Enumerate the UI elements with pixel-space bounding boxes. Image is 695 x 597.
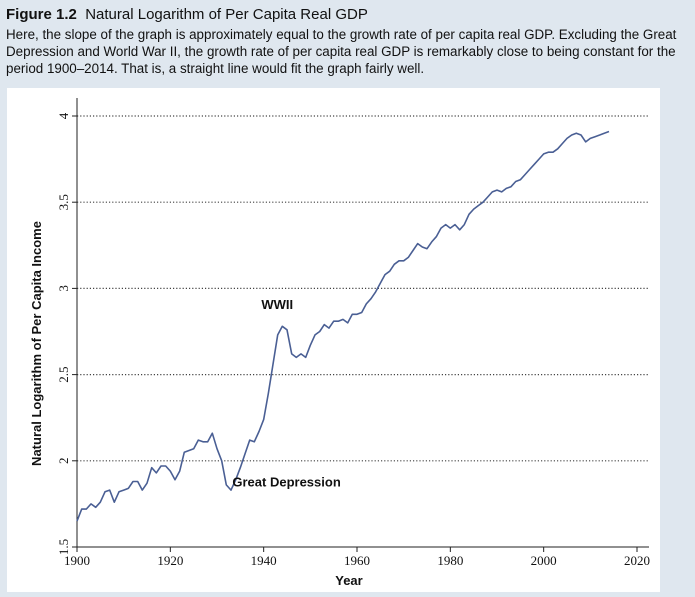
y-tick-label: 3.5	[56, 194, 71, 210]
x-tick-label: 2020	[624, 553, 650, 568]
x-tick-label: 1920	[157, 553, 183, 568]
x-axis-label: Year	[335, 573, 362, 588]
y-tick-label: 2	[56, 458, 71, 465]
y-tick-label: 1.5	[56, 539, 71, 555]
y-axis-label: Natural Logarithm of Per Capita Income	[29, 221, 44, 466]
x-tick-label: 1940	[251, 553, 277, 568]
line-chart: 1.5 2 2.5 3 3.5 4 1900 1920 1940 1960 1980 2000 2020…	[29, 98, 650, 588]
x-tick-label: 1900	[64, 553, 90, 568]
annotation-wwii: WWII	[261, 297, 293, 312]
annotation-great-depression: Great Depression	[232, 475, 340, 490]
chart-panel: 1.5 2 2.5 3 3.5 4 1900 1920 1940 1960 1980 2000 2020…	[7, 88, 660, 592]
figure-title: Figure 1.2 Natural Logarithm of Per Capi…	[6, 5, 690, 25]
figure-label: Figure 1.2	[6, 6, 77, 23]
series-line	[76, 130, 610, 522]
y-tick-label: 2.5	[56, 366, 71, 382]
figure-title-text: Natural Logarithm of Per Capita Real GDP	[85, 6, 368, 23]
y-tick-label: 4	[56, 112, 71, 119]
figure-header: Figure 1.2 Natural Logarithm of Per Capi…	[6, 5, 690, 77]
x-tick-label: 1960	[344, 553, 370, 568]
figure-caption: Here, the slope of the graph is approxim…	[6, 27, 677, 76]
x-tick-label: 1980	[437, 553, 463, 568]
y-tick-label: 3	[56, 285, 71, 292]
x-tick-label: 2000	[531, 553, 557, 568]
